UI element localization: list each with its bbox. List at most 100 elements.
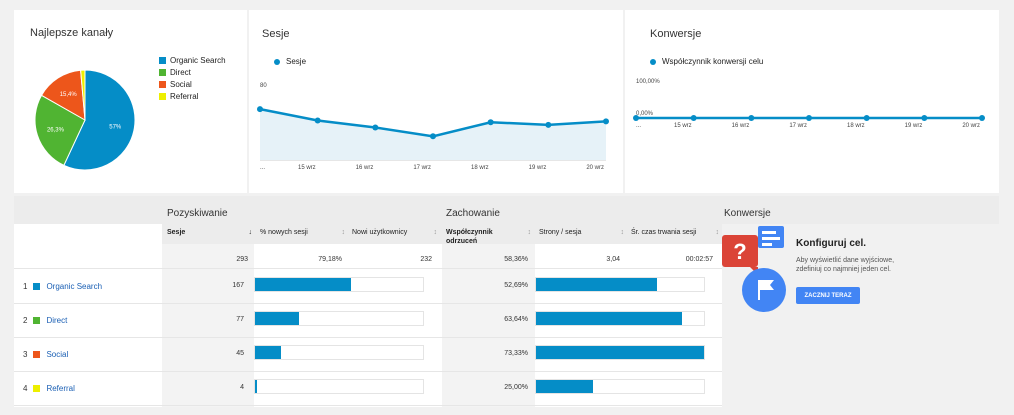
sessions-column-header[interactable]: Sesje ↓ [167,229,252,236]
conversions-legend[interactable]: Współczynnik konwersji celu [650,57,763,66]
bounce-bar-fill [536,380,594,393]
conversions-group-title: Konwersje [724,208,771,219]
channels-table: Pozyskiwanie Zachowanie Konwersje Sesje … [14,196,999,407]
data-point[interactable] [545,121,552,128]
bounce-bar [535,379,705,394]
bounce-bar-fill [536,278,657,291]
data-point[interactable] [257,106,263,113]
data-point[interactable] [633,115,639,121]
channel-link[interactable]: Direct [46,316,68,325]
table-row-label: 1 Organic Search [23,282,102,291]
row-bounce: 52,69% [504,282,528,289]
sessions-legend[interactable]: Sesje [274,57,306,66]
goal-setup-icon: ? [722,226,790,316]
data-point[interactable] [863,115,870,121]
pie-legend-item[interactable]: Direct [159,68,191,77]
row-sessions: 45 [236,350,244,357]
new-sessions-column-header[interactable]: % nowych sesji ↕ [260,229,346,236]
legend-dot-icon [650,58,656,65]
data-point[interactable] [372,124,379,131]
total-new-users: 232 [420,256,432,263]
row-sessions: 77 [236,316,244,323]
bounce-column-shade [442,244,535,407]
channel-link[interactable]: Social [46,350,69,359]
sort-icon: ↕ [341,229,346,236]
sort-icon: ↕ [433,229,438,236]
pie-legend-label: Social [170,80,192,89]
table-header-band [14,196,999,224]
pie-slice-organic-search[interactable] [63,69,136,171]
data-point[interactable] [979,115,985,121]
channel-link[interactable]: Organic Search [46,282,103,291]
x-tick-label: 19 wrz [905,123,923,129]
pie-slice-referral[interactable] [80,69,86,121]
conversions-card-title: Konwersje [650,28,702,40]
row-sessions: 167 [232,282,244,289]
channel-link[interactable]: Referral [46,384,75,393]
conversions-legend-label: Współczynnik konwersji celu [662,57,764,66]
pie-legend-item[interactable]: Organic Search [159,56,226,65]
pie-legend-label: Direct [170,68,191,77]
data-point[interactable] [314,117,321,124]
sessions-legend-label: Sesje [286,57,307,66]
new-sessions-bar [254,277,424,292]
pie-slice-direct[interactable] [34,94,86,166]
series-area [260,109,606,160]
x-tick-label: 17 wrz [413,165,431,171]
pie-legend-item[interactable]: Referral [159,92,198,101]
pie-slice-social[interactable] [40,69,86,121]
duration-column-header[interactable]: Śr. czas trwania sesji ↕ [631,229,720,236]
channel-swatch [33,317,41,324]
x-tick-label: 16 wrz [356,165,374,171]
data-point[interactable] [487,119,494,126]
data-point[interactable] [806,115,812,121]
goal-setup-title: Konfiguruj cel. [796,238,866,249]
behavior-group-title: Zachowanie [446,208,500,219]
data-point[interactable] [921,115,928,121]
channels-pie-chart: 57% 26,3% 15,4% [34,69,136,171]
pie-legend-label: Organic Search [170,56,226,65]
data-point[interactable] [603,118,609,125]
channel-swatch [33,351,41,358]
channel-swatch [33,283,41,290]
x-tick-label: 17 wrz [789,123,807,129]
row-divider [14,303,722,304]
bounce-bar [535,277,705,292]
row-index: 4 [23,384,28,393]
new-sessions-bar [254,345,424,360]
pie-legend-label: Referral [170,92,199,101]
x-tick-label: ... [636,123,641,129]
table-row-label: 2 Direct [23,316,67,325]
x-tick-label: 15 wrz [298,165,316,171]
sort-icon: ↕ [527,229,532,236]
svg-text:?: ? [733,239,746,264]
new-users-column-header[interactable]: Nowi użytkownicy ↕ [352,229,438,236]
row-divider [14,337,722,338]
new-sessions-bar [254,311,424,326]
new-sessions-bar-fill [255,312,300,325]
sort-icon: ↕ [715,229,720,236]
y-tick-label: 100,00% [636,79,660,85]
pie-slice-label: 15,4% [60,92,78,98]
x-tick-label: 15 wrz [674,123,692,129]
data-point[interactable] [430,133,436,140]
total-duration: 00:02:57 [685,256,713,263]
table-row-label: 3 Social [23,350,68,359]
x-tick-label: 20 wrz [586,165,604,171]
row-bounce: 63,64% [504,316,528,323]
total-sessions: 293 [236,256,248,263]
row-bounce: 25,00% [504,384,528,391]
pie-legend-item[interactable]: Social [159,80,192,89]
bounce-bar [535,345,705,360]
pie-slice-label: 57% [109,125,122,131]
bounce-column-header[interactable]: Współczynnik odrzuceń ↕ [446,229,532,245]
data-point[interactable] [748,115,755,121]
new-sessions-bar [254,379,424,394]
start-now-button[interactable]: ZACZNIJ TERAZ [796,287,860,304]
channel-swatch [33,385,41,392]
conversions-line-chart: 100,00% 0,00%... 15 wrz 16 wrz 17 wrz 18 wrz 1… [633,79,985,129]
x-tick-label: 18 wrz [471,165,489,171]
pages-column-header[interactable]: Strony / sesja ↕ [539,229,624,236]
data-point[interactable] [690,115,697,121]
